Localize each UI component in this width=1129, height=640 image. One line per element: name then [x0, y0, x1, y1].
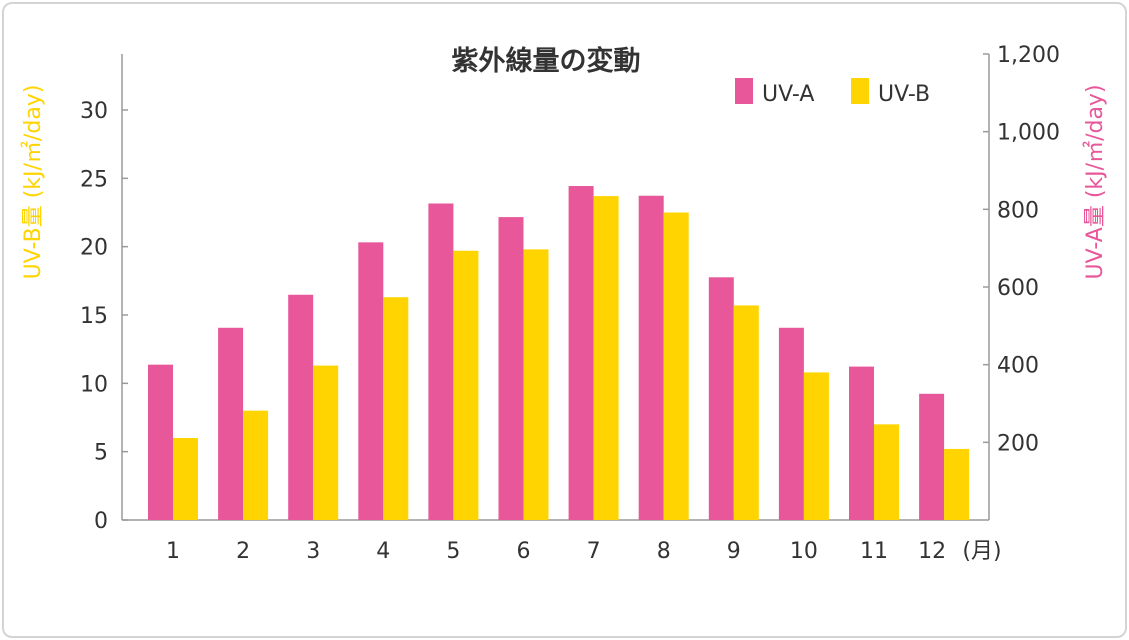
- bar-group-month-6: [498, 217, 549, 520]
- legend-label-uv-b: UV-B: [878, 82, 930, 107]
- bar-uv-a-month-5: [428, 203, 454, 520]
- bar-uv-a-month-12: [919, 393, 945, 520]
- bar-group-month-8: [638, 195, 689, 520]
- legend-swatch-uv-a: [735, 78, 753, 104]
- bar-group-month-3: [288, 294, 339, 520]
- bar-uv-b-month-8: [663, 212, 689, 520]
- bar-group-month-9: [708, 277, 759, 520]
- bar-uv-a-month-9: [708, 277, 734, 520]
- bar-uv-b-month-9: [733, 305, 759, 520]
- y-axis-right-ticks: 200 400 600 800 1,000 1,200: [983, 43, 1060, 456]
- x-tick-label: 10: [790, 539, 818, 564]
- bar-group-month-7: [568, 186, 619, 521]
- bar-uv-a-month-11: [849, 366, 874, 520]
- bar-group-month-5: [428, 203, 479, 520]
- y-right-tick-label: 400: [997, 354, 1039, 379]
- y-right-tick-label: 1,200: [997, 43, 1060, 68]
- bar-uv-b-month-6: [523, 249, 549, 520]
- y-right-tick-label: 800: [997, 198, 1039, 223]
- bar-uv-b-month-4: [383, 297, 409, 520]
- legend-label-uv-a: UV-A: [762, 82, 814, 107]
- x-tick-label: 12: [918, 539, 946, 564]
- y-axis-left-title: UV-B量 (kJ/㎡/day): [20, 85, 46, 280]
- bar-uv-a-month-8: [638, 195, 664, 520]
- bar-group-month-2: [218, 327, 269, 520]
- y-left-tick-label: 5: [94, 441, 108, 466]
- y-axis-left-ticks: 0 5 10 15 20 25 30: [80, 99, 128, 534]
- y-right-tick-label: 1,000: [997, 121, 1060, 146]
- bar-uv-b-month-10: [803, 372, 829, 520]
- bar-uv-b-month-3: [313, 365, 339, 520]
- x-tick-label: 4: [376, 539, 390, 564]
- bar-groups: [148, 186, 970, 521]
- y-right-tick-label: 600: [997, 276, 1039, 301]
- bar-uv-b-month-7: [593, 196, 619, 520]
- x-tick-label: 7: [587, 539, 601, 564]
- y-left-tick-label: 30: [80, 99, 108, 124]
- bar-group-month-10: [778, 327, 829, 520]
- bar-uv-b-month-11: [874, 424, 899, 520]
- x-tick-label: 8: [657, 539, 671, 564]
- chart-title: 紫外線量の変動: [452, 45, 641, 77]
- y-left-tick-label: 20: [80, 236, 108, 261]
- bar-uv-a-month-3: [288, 294, 314, 520]
- x-axis-ticks: 1 2 3 4 5 6 7 8 9 10 11 12: [166, 539, 946, 564]
- bar-uv-a-month-10: [778, 327, 804, 520]
- bar-uv-a-month-7: [568, 186, 594, 521]
- bar-uv-a-month-6: [498, 217, 524, 520]
- legend: UV-A UV-B: [735, 78, 930, 107]
- y-right-tick-label: 200: [997, 431, 1039, 456]
- x-tick-label: 2: [236, 539, 250, 564]
- uv-chart: 紫外線量の変動 UV-A UV-B UV-B量 (kJ/㎡/day) UV-A量…: [20, 43, 1108, 564]
- bar-uv-a-month-1: [148, 364, 173, 520]
- x-tick-label: 6: [517, 539, 531, 564]
- x-tick-label: 11: [860, 539, 888, 564]
- bar-uv-b-month-12: [944, 448, 970, 520]
- bar-uv-a-month-2: [218, 327, 244, 520]
- legend-swatch-uv-b: [851, 78, 869, 104]
- y-left-tick-label: 10: [80, 372, 108, 397]
- bar-group-month-1: [148, 364, 198, 520]
- y-left-tick-label: 15: [80, 304, 108, 329]
- bar-group-month-11: [849, 366, 899, 520]
- bar-group-month-4: [358, 242, 409, 520]
- y-left-tick-label: 25: [80, 167, 108, 192]
- x-tick-label: 1: [166, 539, 180, 564]
- bar-uv-a-month-4: [358, 242, 384, 520]
- y-left-tick-label: 0: [94, 509, 108, 534]
- x-tick-label: 3: [306, 539, 320, 564]
- y-axis-right-title: UV-A量 (kJ/㎡/day): [1082, 84, 1108, 279]
- bar-group-month-12: [919, 393, 970, 520]
- x-tick-label: 9: [727, 539, 741, 564]
- bar-uv-b-month-5: [453, 250, 479, 520]
- x-tick-label: 5: [446, 539, 460, 564]
- bar-uv-b-month-2: [243, 410, 269, 520]
- x-axis-unit-label: (月): [962, 539, 1001, 564]
- bar-uv-b-month-1: [173, 438, 198, 520]
